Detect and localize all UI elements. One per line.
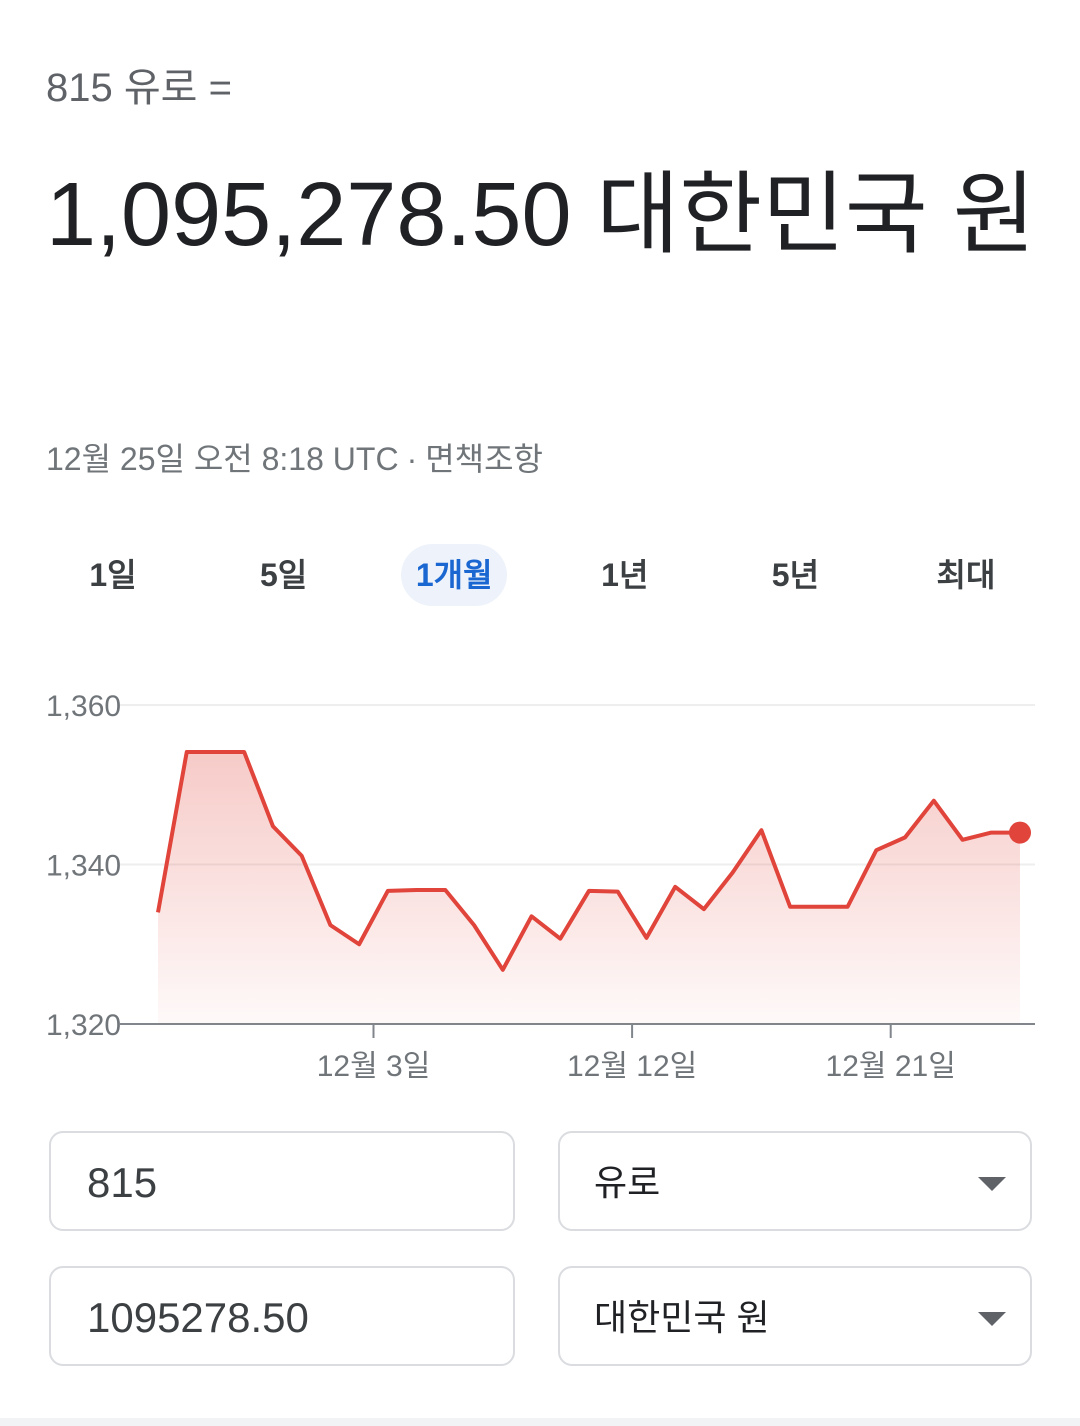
price-line bbox=[156, 750, 1020, 972]
x-tick-label: 12월 21일 bbox=[826, 1050, 956, 1083]
range-tab[interactable]: 1개월 bbox=[401, 544, 508, 606]
currency-select[interactable]: 유로 bbox=[558, 1131, 1032, 1231]
disclaimer-link[interactable]: 면책조항 bbox=[425, 441, 543, 477]
y-tick-label: 1,360 bbox=[46, 690, 121, 723]
bottom-edge bbox=[0, 1418, 1080, 1426]
range-tab[interactable]: 1년 bbox=[601, 557, 649, 593]
separator: · bbox=[406, 441, 418, 477]
dropdown-arrow bbox=[978, 1177, 1006, 1191]
latest-point bbox=[1009, 821, 1031, 844]
dropdown-arrow bbox=[978, 1312, 1006, 1326]
range-tab[interactable]: 1일 bbox=[89, 557, 137, 593]
y-tick-label: 1,340 bbox=[46, 850, 121, 883]
area-fill bbox=[158, 752, 1020, 1024]
amount-input[interactable]: 815 bbox=[49, 1131, 515, 1231]
y-tick-label: 1,320 bbox=[46, 1009, 121, 1042]
amount: 1095278.50 bbox=[87, 1294, 309, 1341]
range-tab[interactable]: 5년 bbox=[771, 557, 820, 593]
amount-from: 815 유로 = bbox=[46, 66, 232, 110]
result: 1,095,278.50 대한민국 원 bbox=[46, 165, 1036, 265]
chart: 1,320 1,340 1,360 12월 3일 12월 12일 12월 21일 bbox=[46, 690, 1035, 1083]
amount-input[interactable]: 1095278.50 bbox=[49, 1266, 515, 1366]
currency: 대한민국 원 bbox=[594, 1297, 770, 1338]
x-tick-label: 12월 3일 bbox=[317, 1050, 431, 1083]
x-tick-label: 12월 12일 bbox=[567, 1050, 697, 1083]
currency: 유로 bbox=[594, 1162, 661, 1203]
range-tabs: 1일 5일 1개월 1년 5년 최대 bbox=[0, 540, 1080, 610]
currency-select[interactable]: 대한민국 원 bbox=[558, 1266, 1032, 1366]
amount: 815 bbox=[87, 1159, 158, 1206]
timestamp: 12월 25일 오전 8:18 UTC bbox=[46, 441, 399, 477]
timestamp-line: 12월 25일 오전 8:18 UTC · 면책조항 bbox=[46, 434, 551, 480]
range-tab[interactable]: 최대 bbox=[936, 557, 996, 593]
range-tab[interactable]: 5일 bbox=[259, 557, 308, 593]
